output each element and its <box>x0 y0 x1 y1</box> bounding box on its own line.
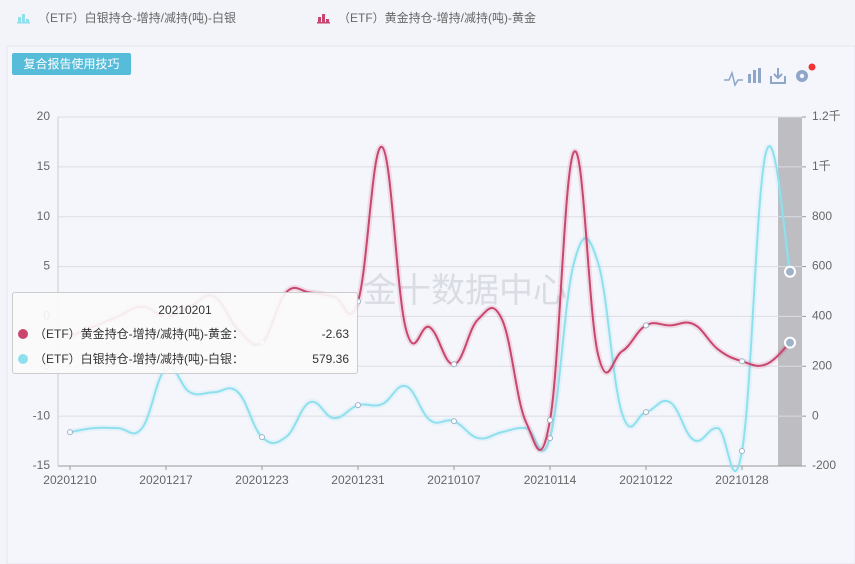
legend-icon <box>322 14 325 22</box>
hover-point <box>784 336 796 349</box>
point <box>739 358 745 365</box>
legend-icon <box>326 19 329 22</box>
settings-hole <box>799 73 805 79</box>
y2-tick-label: 200 <box>812 358 832 372</box>
series-line <box>69 145 791 473</box>
watermark: 金十数据中心 <box>363 272 567 310</box>
x-tick-label: 20210107 <box>427 473 481 487</box>
tooltip-row: （ETF）黄金持仓-增持/减持(吨)-黄金： -2.63 <box>13 325 357 342</box>
legend-icon-base <box>17 22 30 24</box>
point <box>355 402 361 409</box>
line-icon[interactable] <box>724 70 743 87</box>
y2-tick-label: 1千 <box>812 159 831 173</box>
x-tick-label: 20210128 <box>715 473 769 487</box>
y-tick-label: 15 <box>37 159 51 173</box>
legend-item: （ETF）白银持仓-增持/减持(吨)-白银 <box>17 10 236 25</box>
legend-icon <box>318 17 321 22</box>
point <box>547 435 553 442</box>
download-icon[interactable] <box>770 68 786 84</box>
y-tick-label: 10 <box>37 209 51 223</box>
tooltip-row: （ETF）白银持仓-增持/减持(吨)-白银： 579.36 <box>13 350 357 367</box>
legend-icon <box>18 17 21 22</box>
tooltip-label: （ETF）白银持仓-增持/减持(吨)-白银： <box>34 352 244 366</box>
point <box>643 409 649 416</box>
point <box>643 322 649 329</box>
tooltip-title: 20210201 <box>158 303 212 317</box>
y-tick-label: -10 <box>33 408 51 422</box>
y2-tick-label: 600 <box>812 259 832 273</box>
y2-tick-label: 1.2千 <box>812 109 841 123</box>
y-tick-label: 5 <box>43 259 50 273</box>
notice-dot <box>808 63 816 71</box>
hover-point <box>784 265 796 278</box>
x-tick-label: 20210122 <box>619 473 673 487</box>
legend-icon <box>22 14 25 22</box>
bar-icon[interactable] <box>748 68 761 83</box>
point <box>547 417 553 424</box>
x-tick-label: 20201210 <box>43 473 97 487</box>
tooltip-dot <box>18 353 28 364</box>
legend-icon-base <box>317 22 330 24</box>
tooltip-label: （ETF）黄金持仓-增持/减持(吨)-黄金： <box>34 327 244 341</box>
point <box>739 448 745 455</box>
y-tick-label: 20 <box>37 109 51 123</box>
legend-icon <box>26 19 29 22</box>
legend: （ETF）白银持仓-增持/减持(吨)-白银 （ETF）黄金持仓-增持/减持(吨)-… <box>17 10 536 25</box>
y2-tick-label: 800 <box>812 209 832 223</box>
tooltip-value: 579.36 <box>312 351 349 366</box>
y2-tick-label: 0 <box>812 408 819 422</box>
toolbar <box>724 63 816 87</box>
x-tick-label: 20201223 <box>235 473 289 487</box>
point <box>67 429 73 436</box>
legend-label: （ETF）白银持仓-增持/减持(吨)-白银 <box>38 10 236 25</box>
point <box>259 434 265 441</box>
x-tick-label: 20210114 <box>524 473 577 487</box>
x-tick-label: 20201231 <box>331 473 385 487</box>
y2-tick-label: 400 <box>812 309 832 323</box>
tooltip: 20210201 （ETF）黄金持仓-增持/减持(吨)-黄金： -2.63 （ET… <box>12 292 358 374</box>
hover-band <box>778 117 802 466</box>
y2-tick-label: -200 <box>812 458 836 472</box>
tooltip-value: -2.63 <box>321 326 349 341</box>
tips-button[interactable]: 复合报告使用技巧 <box>12 53 131 75</box>
point <box>451 361 457 368</box>
point <box>451 418 457 425</box>
tooltip-dot <box>18 328 28 339</box>
x-tick-label: 20201217 <box>139 473 193 487</box>
legend-label: （ETF）黄金持仓-增持/减持(吨)-黄金 <box>338 10 536 25</box>
legend-item: （ETF）黄金持仓-增持/减持(吨)-黄金 <box>317 10 536 25</box>
y-tick-label: -15 <box>33 458 51 472</box>
